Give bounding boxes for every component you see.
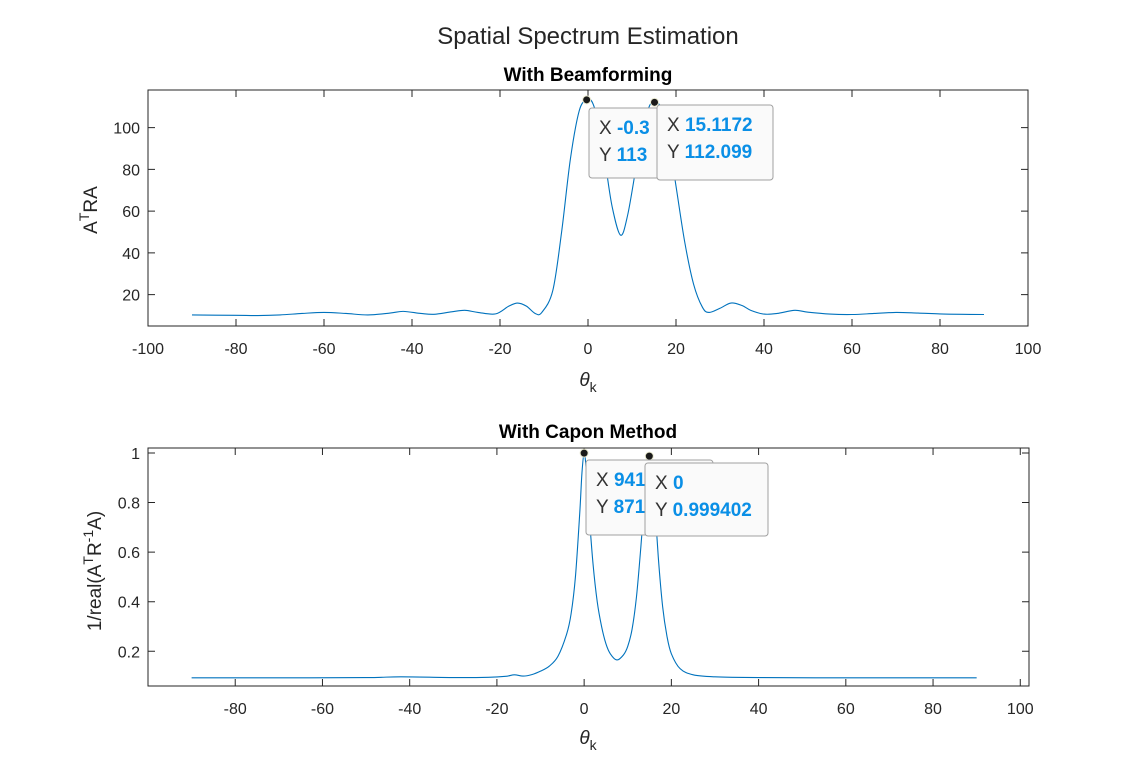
beamforming-xtick-label: 60 (843, 341, 861, 358)
beamforming-datatip-y-row: Y 113 (599, 145, 647, 166)
capon-ytick-label: 0.8 (118, 496, 140, 513)
capon-ytick-label: 1 (131, 446, 140, 463)
beamforming-plot-area[interactable]: -100 -80 -60 -40 -20 0 20 40 60 80 100 20 40 60 80 100 X… (113, 89, 1042, 358)
capon-xtick-label: 0 (580, 701, 589, 718)
capon-datatip-1[interactable]: X 0Y 0.999402 (644, 462, 769, 537)
beamforming-ytick-label: 60 (122, 204, 140, 221)
beamforming-xtick-label: 40 (755, 341, 773, 358)
capon-xtick-label: 100 (1007, 701, 1034, 718)
beamforming-xtick-label: 100 (1015, 341, 1042, 358)
capon-xtick-label: -20 (485, 701, 508, 718)
beamforming-xtick-label: -80 (224, 341, 247, 358)
datatip-key: Y (667, 142, 685, 163)
capon-ytick-label: 0.6 (118, 545, 140, 562)
datatip-value: -0.3 (617, 118, 650, 139)
datatip-key: X (599, 118, 617, 139)
capon-xtick-label: -40 (398, 701, 421, 718)
beamforming-ylabel-superscript: T (76, 212, 92, 221)
capon-ylabel-prefix: 1/real(A (85, 564, 106, 631)
capon-panel: With Capon Method -80 -60 -40 -20 0 20 40 60 80 1… (80, 422, 1034, 753)
beamforming-title: With Beamforming (504, 65, 673, 86)
beamforming-datatip-marker-1[interactable] (582, 95, 592, 105)
figure-title: Spatial Spectrum Estimation (437, 23, 738, 50)
datatip-key: Y (596, 497, 614, 518)
capon-xlabel-subscript: k (590, 737, 598, 753)
capon-datatip-marker-2[interactable] (644, 451, 654, 461)
capon-ylabel: 1/real(ATR-1A) (80, 511, 106, 631)
capon-datatip-marker-1[interactable] (579, 448, 589, 458)
beamforming-ylabel-base: A (81, 221, 102, 234)
beamforming-panel: With Beamforming -100 -80 -60 -40 -20 0 20 40 60… (76, 65, 1041, 395)
datatip-key: Y (655, 500, 673, 521)
datatip-key: X (655, 473, 673, 494)
beamforming-xtick-label: 0 (584, 341, 593, 358)
capon-title: With Capon Method (499, 422, 677, 443)
capon-xtick-label: 60 (837, 701, 855, 718)
datatip-key: X (667, 115, 685, 136)
capon-xlabel-symbol: θ (579, 728, 590, 749)
beamforming-xtick-label: -20 (488, 341, 511, 358)
capon-datatip-x-row: X 0 (655, 473, 684, 494)
capon-ylabel-suffix: A) (85, 511, 106, 530)
capon-ytick-label: 0.4 (118, 595, 140, 612)
beamforming-ytick-label: 80 (122, 162, 140, 179)
datatip-key: X (596, 470, 614, 491)
beamforming-datatip-x-row: X 15.1172 (667, 115, 753, 136)
beamforming-ytick-label: 100 (113, 121, 140, 138)
beamforming-xlabel-subscript: k (590, 379, 598, 395)
capon-xlabel: θk (579, 728, 597, 753)
beamforming-ylabel: ATRA (76, 186, 102, 234)
beamforming-datatip-y-row: Y 112.099 (667, 142, 752, 163)
beamforming-ytick-label: 40 (122, 246, 140, 263)
datatip-key: Y (599, 145, 617, 166)
capon-datatip-box (644, 462, 769, 537)
datatip-value: 15.1172 (685, 115, 753, 136)
datatip-value: 0.999402 (673, 500, 752, 521)
capon-xtick-label: 40 (750, 701, 768, 718)
beamforming-axes-box (147, 89, 1029, 327)
capon-xtick-label: 20 (662, 701, 680, 718)
capon-xtick-label: -80 (224, 701, 247, 718)
beamforming-ylabel-rest: RA (81, 186, 102, 213)
beamforming-datatip-x-row: X -0.3 (599, 118, 650, 139)
capon-xtick-label: -60 (311, 701, 334, 718)
beamforming-ytick-label: 20 (122, 288, 140, 305)
beamforming-xtick-label: -40 (400, 341, 423, 358)
capon-datatip-y-row: Y 0.999402 (655, 500, 752, 521)
beamforming-xtick-label: -60 (312, 341, 335, 358)
beamforming-datatip-marker-2[interactable] (650, 97, 660, 107)
capon-series-line (191, 452, 977, 679)
capon-ylabel-r: R (85, 542, 106, 556)
datatip-value: 112.099 (685, 142, 753, 163)
beamforming-series-line (191, 98, 985, 317)
beamforming-xtick-label: -100 (132, 341, 164, 358)
beamforming-xlabel-symbol: θ (579, 370, 590, 391)
beamforming-xtick-label: 20 (667, 341, 685, 358)
capon-ylabel-superscript-inv: -1 (80, 530, 96, 543)
datatip-value: 113 (617, 145, 648, 166)
beamforming-xtick-label: 80 (931, 341, 949, 358)
beamforming-xlabel: θk (579, 370, 597, 395)
capon-xtick-label: 80 (924, 701, 942, 718)
capon-ylabel-superscript-t: T (80, 556, 96, 565)
datatip-value: 0 (673, 473, 684, 494)
beamforming-datatip-box (656, 104, 774, 181)
capon-ytick-label: 0.2 (118, 644, 140, 661)
